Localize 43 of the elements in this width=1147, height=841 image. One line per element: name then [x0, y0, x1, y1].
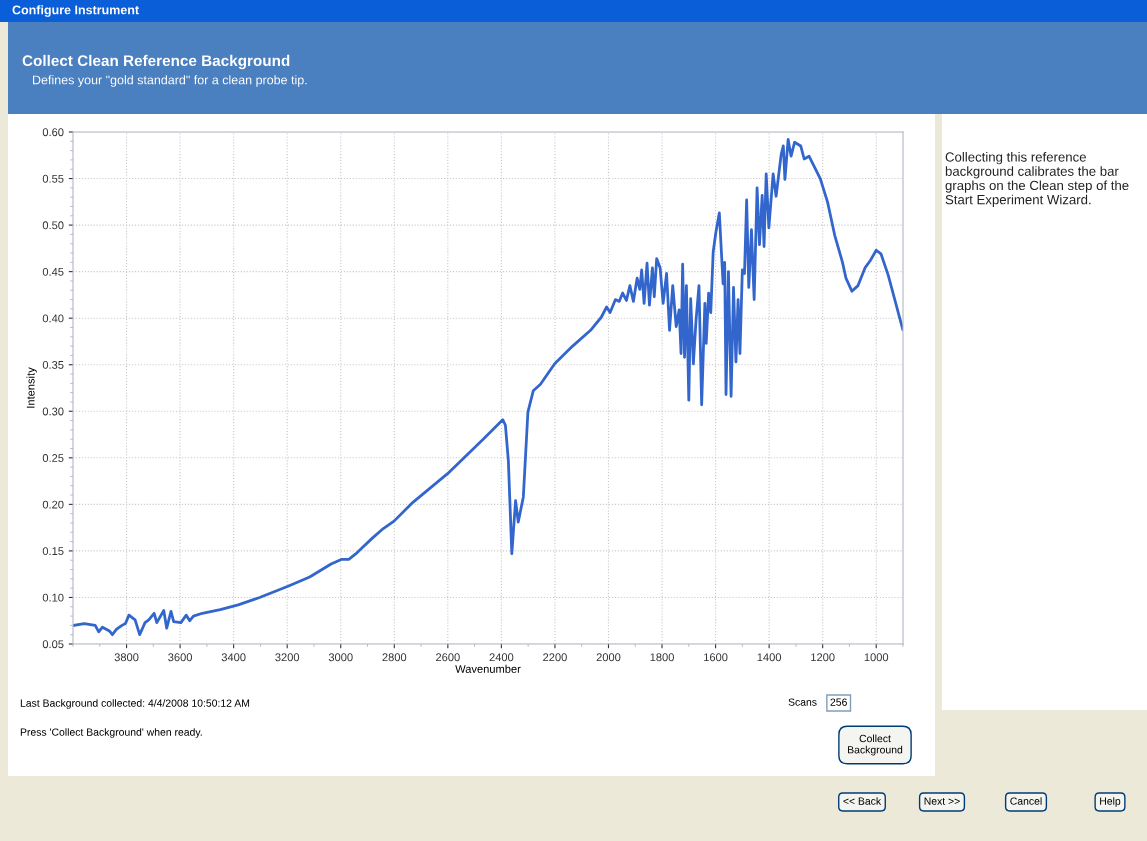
text: Help — [1100, 797, 1121, 807]
x-tick-label: 3400 — [221, 653, 246, 662]
y-tick-label: 0.05 — [42, 640, 64, 649]
x-tick-label: 2200 — [543, 653, 567, 662]
x-tick-label: 1000 — [864, 653, 889, 662]
x-tick-label: 3000 — [328, 653, 353, 662]
text: << Back — [843, 797, 882, 805]
text: Press 'Collect Background' when ready. — [20, 728, 202, 738]
text: Collecting this reference background calibrates the bar graphs on the Clean step of the Start Experiment Wizard. — [945, 152, 1129, 207]
y-tick-label: 0.25 — [42, 454, 64, 462]
text: Last Background collected: 4/4/2008 10:50:12 AM — [20, 699, 250, 709]
y-tick-label: 0.55 — [42, 174, 64, 183]
text: Next >> — [924, 797, 960, 805]
x-tick-label: 1200 — [811, 653, 835, 662]
y-tick-label: 0.40 — [42, 314, 64, 323]
x-tick-label: 2800 — [382, 653, 407, 662]
x-tick-label: 2400 — [489, 653, 514, 662]
x-tick-label: 1400 — [757, 653, 782, 662]
x-tick-label: 3800 — [114, 653, 139, 662]
y-tick-label: 0.45 — [42, 267, 64, 276]
y-tick-label: 0.50 — [42, 221, 64, 230]
x-tick-label: 3200 — [275, 653, 300, 662]
y-tick-label: 0.35 — [42, 360, 64, 369]
text: 256 — [830, 698, 847, 706]
y-tick-label: 0.15 — [42, 547, 64, 556]
text: Collect Background — [848, 734, 903, 756]
y-tick-label: 0.60 — [42, 128, 64, 137]
text: Configure Instrument — [12, 5, 139, 17]
text: Scans — [788, 698, 817, 706]
line-series — [73, 138, 903, 637]
text: Cancel — [1010, 797, 1042, 805]
x-tick-label: 1800 — [650, 653, 674, 662]
x-tick-label: 2600 — [436, 653, 460, 662]
x-tick-label: 1600 — [704, 653, 728, 662]
y-tick-label: 0.30 — [42, 407, 64, 416]
x-tick-label: 3600 — [168, 653, 193, 662]
chart-title: Collect Clean Reference Background — [22, 54, 290, 70]
x-tick-label: 2000 — [596, 653, 621, 662]
chart-subtitle: Defines your "gold standard" for a clean probe tip. — [33, 75, 307, 87]
y-tick-label: 0.10 — [42, 593, 64, 602]
y-tick-label: 0.20 — [42, 500, 64, 509]
y-axis-title: Intensity — [26, 367, 37, 408]
x-axis-title: Wavenumber — [455, 664, 521, 673]
